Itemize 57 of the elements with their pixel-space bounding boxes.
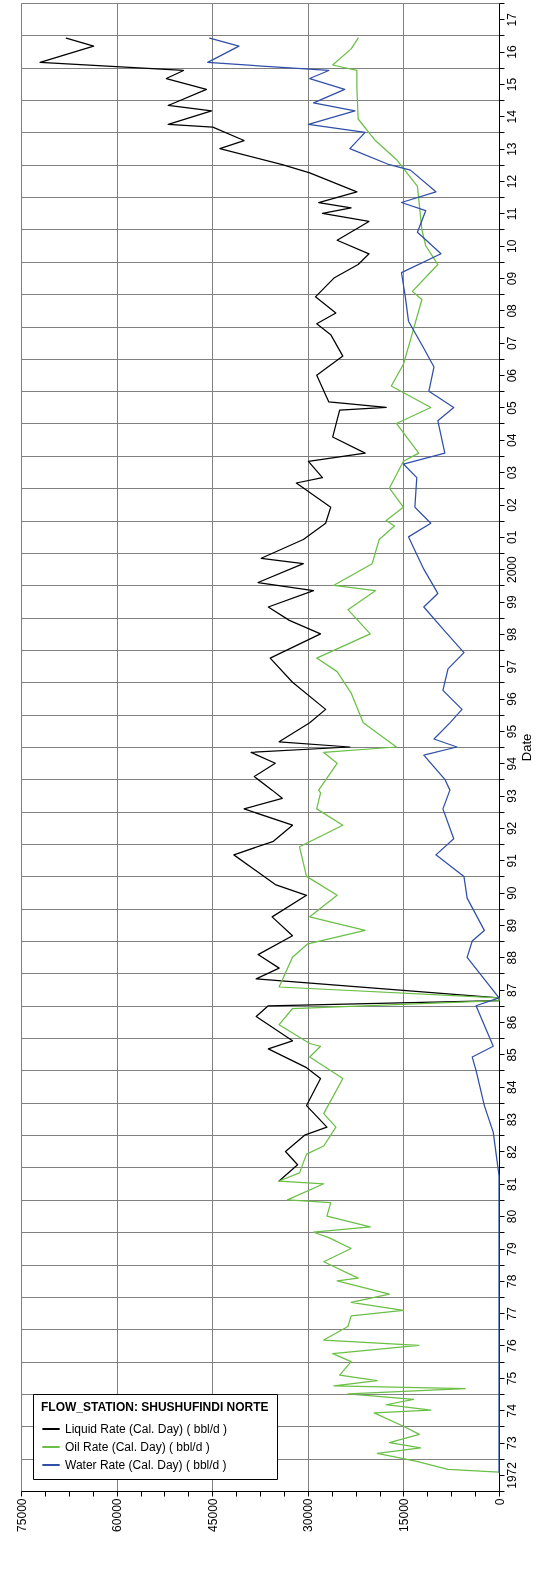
y-tick-label: 08 [504, 303, 519, 318]
y-tick-label: 06 [504, 368, 519, 383]
legend-title: FLOW_STATION: SHUSHUFINDI NORTE [41, 1400, 269, 1414]
y-tick-label: 85 [504, 1047, 519, 1062]
y-tick-label: 87 [504, 983, 519, 997]
y-tick-label: 2000 [504, 556, 519, 584]
y-tick-label: 16 [504, 45, 519, 59]
y-tick-label: 79 [504, 1242, 519, 1256]
y-tick-label: 80 [504, 1209, 519, 1224]
legend-label: Liquid Rate (Cal. Day) ( bbl/d ) [65, 1422, 228, 1436]
y-tick-label: 90 [504, 886, 519, 900]
y-tick-label: 1972 [504, 1461, 519, 1489]
y-tick-label: 02 [504, 498, 519, 512]
y-tick-label: 73 [504, 1436, 519, 1450]
y-tick-label: 01 [504, 530, 519, 545]
y-tick-label: 93 [504, 789, 519, 803]
x-tick-label: 60000 [110, 1498, 125, 1532]
y-tick-label: 04 [504, 433, 519, 447]
y-tick-label: 95 [504, 724, 519, 739]
y-tick-label: 81 [504, 1177, 519, 1191]
y-tick-label: 12 [504, 174, 519, 189]
x-tick-label: 75000 [14, 1498, 29, 1532]
y-tick-label: 83 [504, 1112, 519, 1127]
x-tick-label: 0 [492, 1498, 507, 1506]
legend-label: Oil Rate (Cal. Day) ( bbl/d ) [65, 1440, 210, 1454]
x-tick-label: 15000 [396, 1498, 411, 1532]
y-tick-label: 92 [504, 821, 519, 836]
y-tick-label: 14 [504, 109, 519, 124]
y-tick-label: 07 [504, 336, 519, 350]
y-tick-label: 09 [504, 271, 519, 286]
y-tick-label: 94 [504, 756, 519, 771]
y-tick-label: 98 [504, 627, 519, 642]
x-tick-label: 45000 [205, 1498, 220, 1532]
y-tick-label: 84 [504, 1080, 519, 1094]
y-tick-label: 75 [504, 1371, 519, 1386]
y-axis-title: Date [518, 733, 534, 762]
y-tick-label: 77 [504, 1306, 519, 1321]
y-tick-label: 99 [504, 595, 519, 609]
y-tick-label: 89 [504, 918, 519, 933]
y-tick-label: 11 [504, 207, 519, 221]
y-tick-label: 78 [504, 1274, 519, 1289]
y-tick-label: 17 [504, 12, 519, 27]
x-tick-label: 30000 [301, 1498, 316, 1532]
y-tick-label: 76 [504, 1339, 519, 1353]
y-tick-label: 05 [504, 400, 519, 415]
y-tick-label: 96 [504, 692, 519, 706]
y-tick-label: 10 [504, 239, 519, 253]
y-tick-label: 03 [504, 465, 519, 480]
y-tick-label: 74 [504, 1403, 519, 1418]
y-tick-label: 97 [504, 659, 519, 674]
legend-label: Water Rate (Cal. Day) ( bbl/d ) [65, 1458, 227, 1472]
y-tick-label: 82 [504, 1144, 519, 1159]
y-tick-label: 13 [504, 142, 519, 156]
y-tick-label: 15 [504, 77, 519, 92]
y-tick-label: 91 [504, 853, 519, 868]
y-tick-label: 88 [504, 950, 519, 965]
y-tick-label: 86 [504, 1015, 519, 1030]
